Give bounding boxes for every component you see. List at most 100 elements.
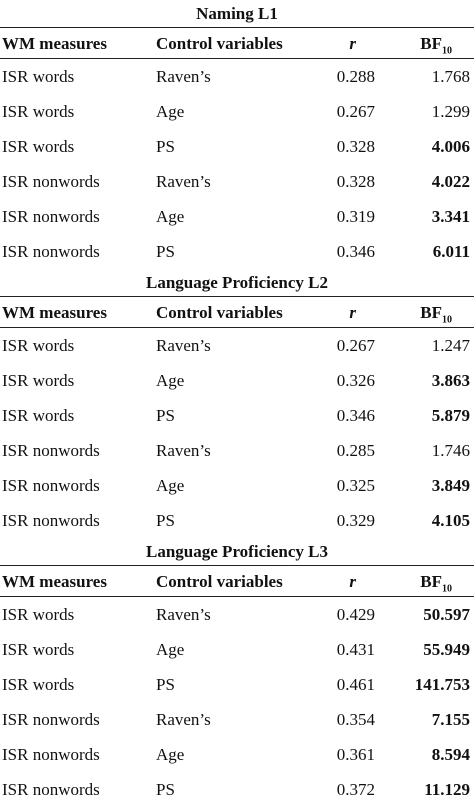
header-cell: r — [349, 303, 356, 322]
table-row: ISR nonwords Raven’s 0.328 4.022 — [0, 164, 474, 199]
table-cell: ISR nonwords — [2, 207, 100, 226]
table-row: ISR words PS 0.346 5.879 — [0, 398, 474, 433]
table-cell: 0.267 — [336, 336, 375, 355]
table-cell: 5.879 — [431, 406, 470, 425]
header-cell: Control variables — [156, 34, 283, 53]
table-row: ISR words PS 0.461 141.753 — [0, 667, 474, 702]
table-cell: Age — [156, 371, 185, 390]
table-cell: 4.105 — [431, 511, 470, 530]
table-cell: Raven’s — [156, 67, 211, 86]
table-cell: 0.325 — [336, 476, 375, 495]
header-cell: Control variables — [156, 572, 283, 591]
table-cell: 0.329 — [336, 511, 375, 530]
table-cell: 0.354 — [336, 710, 375, 729]
table-cell: 141.753 — [414, 675, 470, 694]
table-row: ISR words Raven’s 0.429 50.597 — [0, 597, 474, 632]
header-cell: WM measures — [2, 303, 107, 322]
table-cell: ISR words — [2, 406, 75, 425]
header-cell: BF10 — [420, 297, 452, 336]
table-cell: 0.361 — [336, 745, 375, 764]
table-cell: ISR nonwords — [2, 745, 100, 764]
table-cell: Raven’s — [156, 336, 211, 355]
table-cell: 0.328 — [336, 137, 375, 156]
table-row: ISR nonwords Age 0.361 8.594 — [0, 737, 474, 772]
table-cell: 1.768 — [431, 67, 470, 86]
table-cell: 4.006 — [431, 137, 470, 156]
table-cell: 0.346 — [336, 406, 375, 425]
table-cell: 0.319 — [336, 207, 375, 226]
table-row: ISR nonwords PS 0.346 6.011 — [0, 234, 474, 269]
table-cell: Age — [156, 640, 185, 659]
table-cell: 50.597 — [423, 605, 470, 624]
table-cell: PS — [156, 242, 175, 261]
header-text: BF — [420, 34, 442, 53]
table-cell: PS — [156, 675, 175, 694]
table-section: Language Proficiency L2 WM measures Contro… — [0, 269, 474, 538]
table-cell: 0.431 — [336, 640, 375, 659]
table-cell: 55.949 — [423, 640, 470, 659]
table-cell: 0.461 — [336, 675, 375, 694]
section-title: Naming L1 — [196, 4, 278, 23]
table-cell: 0.288 — [336, 67, 375, 86]
header-cell: r — [349, 34, 356, 53]
table-cell: Age — [156, 745, 185, 764]
table-row: ISR words Age 0.267 1.299 — [0, 94, 474, 129]
table-row: ISR words PS 0.328 4.006 — [0, 129, 474, 164]
header-subscript: 10 — [442, 583, 452, 595]
header-cell: BF10 — [420, 566, 452, 605]
table-cell: ISR words — [2, 67, 75, 86]
header-subscript: 10 — [442, 45, 452, 57]
table-cell: Age — [156, 476, 185, 495]
table-cell: ISR words — [2, 137, 75, 156]
table-section: Naming L1 WM measures Control variables r BF… — [0, 0, 474, 269]
header-cell: WM measures — [2, 572, 107, 591]
table-cell: 3.849 — [431, 476, 470, 495]
table-cell: 8.594 — [431, 745, 470, 764]
header-cell: Control variables — [156, 303, 283, 322]
table-cell: ISR nonwords — [2, 511, 100, 530]
table-cell: ISR words — [2, 336, 75, 355]
table-row: ISR nonwords PS 0.372 11.129 — [0, 772, 474, 807]
table-row: ISR nonwords Raven’s 0.285 1.746 — [0, 433, 474, 468]
table-cell: ISR nonwords — [2, 172, 100, 191]
table-cell: 0.372 — [336, 780, 375, 799]
table-cell: 7.155 — [431, 710, 470, 729]
table-cell: Raven’s — [156, 172, 211, 191]
table-cell: 0.285 — [336, 441, 375, 460]
table-cell: 3.863 — [431, 371, 470, 390]
header-cell: BF10 — [420, 28, 452, 67]
table-cell: ISR words — [2, 640, 75, 659]
table-cell: 1.247 — [431, 336, 470, 355]
table-cell: ISR nonwords — [2, 710, 100, 729]
table-row: ISR nonwords Raven’s 0.354 7.155 — [0, 702, 474, 737]
header-subscript: 10 — [442, 314, 452, 326]
table-cell: Raven’s — [156, 441, 211, 460]
header-text: BF — [420, 303, 442, 322]
table-row: ISR words Raven’s 0.288 1.768 — [0, 59, 474, 94]
table-cell: ISR words — [2, 605, 75, 624]
section-title: Language Proficiency L2 — [146, 273, 328, 292]
table-cell: 3.341 — [431, 207, 470, 226]
table-cell: PS — [156, 137, 175, 156]
table-cell: ISR words — [2, 102, 75, 121]
table-row: ISR words Age 0.326 3.863 — [0, 363, 474, 398]
table-cell: Raven’s — [156, 710, 211, 729]
table-cell: 11.129 — [424, 780, 470, 799]
table-cell: ISR words — [2, 371, 75, 390]
table-cell: 4.022 — [431, 172, 470, 191]
table-cell: ISR nonwords — [2, 441, 100, 460]
table-cell: Age — [156, 207, 185, 226]
section-title: Language Proficiency L3 — [146, 542, 328, 561]
table-cell: ISR nonwords — [2, 242, 100, 261]
table-row: ISR words Raven’s 0.267 1.247 — [0, 328, 474, 363]
table-cell: ISR nonwords — [2, 780, 100, 799]
table-cell: 0.346 — [336, 242, 375, 261]
header-cell: WM measures — [2, 34, 107, 53]
table-row: ISR nonwords Age 0.319 3.341 — [0, 199, 474, 234]
table-row: ISR nonwords Age 0.325 3.849 — [0, 468, 474, 503]
table-cell: 0.328 — [336, 172, 375, 191]
table-cell: PS — [156, 511, 175, 530]
table-cell: 1.746 — [431, 441, 470, 460]
table-cell: 6.011 — [432, 242, 470, 261]
